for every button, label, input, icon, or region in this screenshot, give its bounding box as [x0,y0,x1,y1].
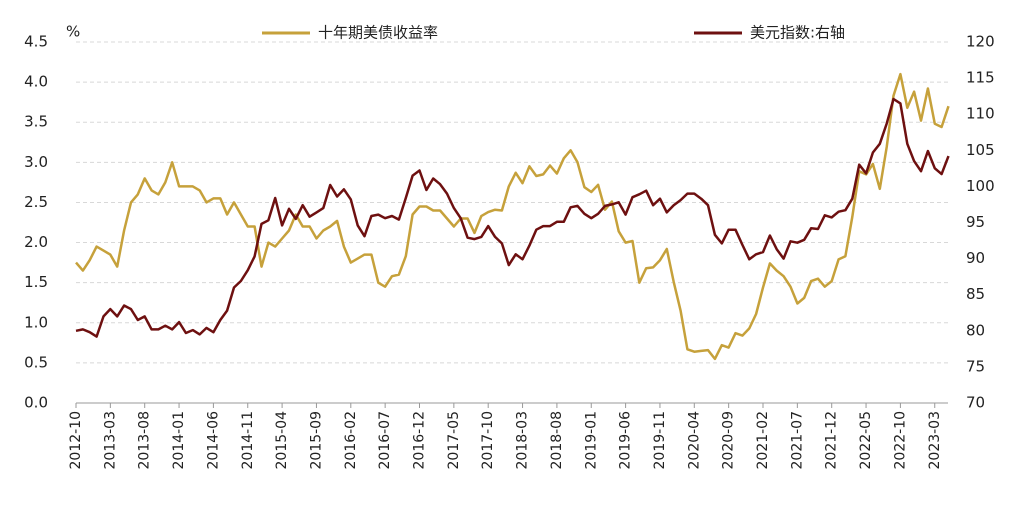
x-tick-label: 2014-01 [171,411,187,470]
y2-tick-label: 115 [966,69,995,87]
x-tick-label: 2021-12 [824,411,840,470]
series-line [75,97,950,338]
x-tick-label: 2022-10 [892,411,908,470]
y2-tick-label: 70 [966,394,985,412]
y2-tick-label: 90 [966,249,985,267]
x-tick-label: 2016-02 [343,411,359,470]
x-tick-label: 2018-08 [549,411,565,470]
x-tick-label: 2019-01 [583,411,599,470]
y2-tick-label: 95 [966,213,985,231]
y-tick-label: 3.5 [24,113,48,131]
x-tick-label: 2014-11 [240,411,256,470]
y-tick-label: 2.0 [24,233,48,251]
y2-tick-label: 110 [966,105,995,123]
y2-tick-label: 100 [966,177,995,195]
y2-tick-label: 85 [966,285,985,303]
x-tick-label: 2021-07 [789,411,805,470]
y-tick-label: 3.0 [24,153,48,171]
x-tick-label: 2015-04 [274,411,290,470]
x-tick-label: 2013-03 [102,411,118,470]
y-tick-label: 1.0 [24,313,48,331]
x-tick-label: 2012-10 [68,411,84,470]
series-line [75,72,950,361]
x-tick-label: 2016-07 [377,411,393,470]
x-tick-label: 2017-10 [480,411,496,470]
x-tick-label: 2020-09 [721,411,737,470]
x-tick-label: 2019-11 [652,411,668,470]
x-tick-label: 2017-05 [446,411,462,470]
x-tick-label: 2022-05 [858,411,874,470]
y-tick-label: 4.0 [24,73,48,91]
x-tick-label: 2013-08 [137,411,153,470]
legend-label: 美元指数:右轴 [750,24,845,42]
x-tick-label: 2014-06 [205,411,221,470]
y-axis-unit: % [66,23,80,41]
x-tick-label: 2016-12 [412,411,428,470]
x-tick-label: 2020-04 [686,411,702,470]
x-tick-label: 2023-03 [927,411,943,470]
y-tick-label: 0.0 [24,394,48,412]
y-tick-label: 2.5 [24,193,48,211]
x-tick-label: 2018-03 [515,411,531,470]
y-tick-label: 4.5 [24,33,48,51]
legend-label: 十年期美债收益率 [318,24,438,42]
y-tick-label: 1.5 [24,273,48,291]
x-tick-label: 2021-02 [755,411,771,470]
y-tick-label: 0.5 [24,353,48,371]
y2-tick-label: 120 [966,33,995,51]
y2-tick-label: 105 [966,141,995,159]
x-tick-label: 2015-09 [308,411,324,470]
x-tick-label: 2019-06 [618,411,634,470]
y2-tick-label: 80 [966,321,985,339]
y2-tick-label: 75 [966,357,985,375]
